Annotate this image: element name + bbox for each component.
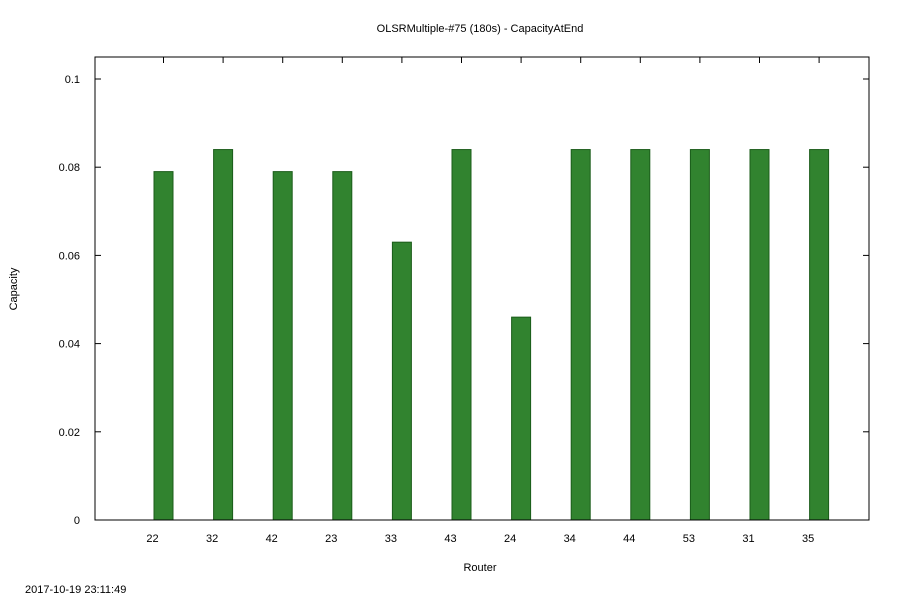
x-tick-label: 32 [206, 533, 218, 545]
bar-router-23 [332, 171, 353, 521]
bar-router-22 [153, 171, 174, 521]
x-axis-ticks: 22 32 42 23 33 43 24 34 44 53 31 35 [146, 57, 820, 545]
bar-router-32 [213, 149, 234, 521]
bar-router-42 [272, 171, 293, 521]
y-axis-ticks: 0 0.02 0.04 0.06 0.08 0.1 [59, 74, 869, 527]
bar-router-35 [809, 149, 830, 521]
bar-router-31 [749, 149, 770, 521]
x-tick-label: 23 [325, 533, 337, 545]
bar-router-34 [570, 149, 591, 521]
timestamp: 2017-10-19 23:11:49 [25, 584, 126, 596]
x-axis-label: Router [463, 562, 496, 574]
x-tick-label: 35 [802, 533, 814, 545]
y-tick-label: 0.08 [59, 162, 80, 174]
x-tick-label: 22 [146, 533, 158, 545]
bar-router-24 [511, 316, 532, 521]
chart-title: OLSRMultiple-#75 (180s) - CapacityAtEnd [377, 23, 584, 35]
bar-router-44 [630, 149, 651, 521]
y-tick-label: 0.04 [59, 339, 80, 351]
y-tick-label: 0.1 [65, 74, 80, 86]
bar-router-43 [451, 149, 472, 521]
plot-frame [94, 56, 870, 521]
y-tick-label: 0.02 [59, 427, 80, 439]
x-tick-label: 31 [742, 533, 754, 545]
x-tick-label: 24 [504, 533, 516, 545]
bar-router-53 [689, 149, 710, 521]
x-tick-label: 33 [385, 533, 397, 545]
bar-series [153, 149, 830, 521]
x-tick-label: 42 [266, 533, 278, 545]
x-tick-label: 53 [683, 533, 695, 545]
x-tick-label: 34 [564, 533, 576, 545]
x-tick-label: 44 [623, 533, 635, 545]
bar-router-33 [391, 241, 412, 521]
y-axis-label: Capacity [8, 267, 20, 310]
y-tick-label: 0 [74, 515, 80, 527]
y-tick-label: 0.06 [59, 250, 80, 262]
x-tick-label: 43 [444, 533, 456, 545]
